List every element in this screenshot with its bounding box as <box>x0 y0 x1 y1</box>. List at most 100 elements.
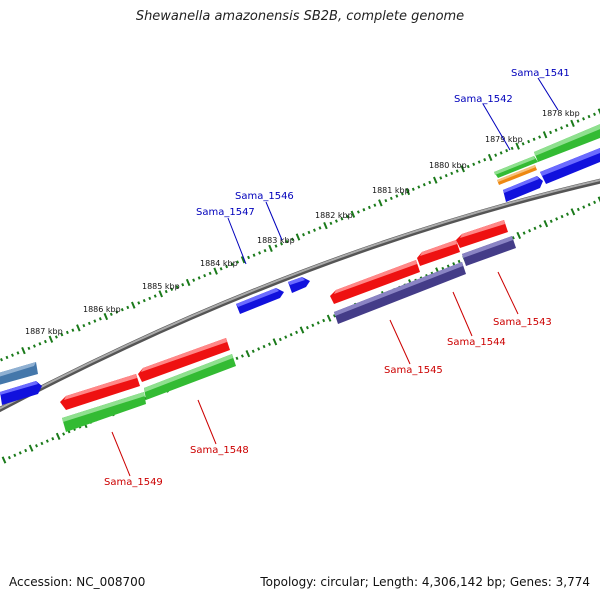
tick-mark <box>131 301 136 309</box>
gene-label-sama-1548[interactable]: Sama_1548 <box>190 445 249 456</box>
tick-mark <box>235 356 239 361</box>
gene-feature[interactable] <box>334 262 466 324</box>
tick-mark <box>299 326 305 334</box>
tick-mark <box>405 187 411 196</box>
tick-mark <box>452 262 456 266</box>
gene-feature[interactable] <box>417 240 460 266</box>
tick-mark <box>505 148 509 153</box>
tick-mark <box>257 347 261 351</box>
gene-feature[interactable] <box>138 338 230 382</box>
tick-mark <box>7 455 11 460</box>
tick-mark <box>483 158 487 162</box>
tick-mark <box>329 221 333 226</box>
tick-mark <box>422 183 426 187</box>
gene-label-sama-1549[interactable]: Sama_1549 <box>104 477 163 488</box>
tick-mark <box>521 142 525 146</box>
tick-mark <box>326 314 332 322</box>
tick-mark <box>322 318 326 323</box>
kbp-label: 1883 kbp <box>257 236 295 245</box>
tick-mark <box>494 153 498 157</box>
gene-label-sama-1546[interactable]: Sama_1546 <box>235 191 294 202</box>
tick-mark <box>62 432 66 436</box>
gene-feature[interactable] <box>144 354 236 400</box>
tick-mark <box>433 176 438 184</box>
tick-mark <box>98 317 102 321</box>
gene-feature[interactable] <box>330 260 420 304</box>
tick-mark <box>570 119 575 127</box>
gene-feature[interactable] <box>503 176 543 202</box>
gene-label-sama-1542[interactable]: Sama_1542 <box>454 94 513 105</box>
tick-mark <box>576 207 580 212</box>
gene-feature[interactable] <box>0 381 42 405</box>
tick-mark <box>487 153 493 162</box>
tick-mark <box>566 212 569 216</box>
kbp-label: 1886 kbp <box>83 305 121 314</box>
tick-mark <box>27 346 31 351</box>
tick-mark <box>362 208 366 212</box>
tick-mark <box>45 439 49 443</box>
gene-label-sama-1545[interactable]: Sama_1545 <box>384 365 443 376</box>
gene-label-sama-1541[interactable]: Sama_1541 <box>511 68 570 79</box>
tick-mark <box>516 231 522 240</box>
tick-mark <box>428 180 432 185</box>
gene-label-sama-1547[interactable]: Sama_1547 <box>196 207 255 218</box>
tick-mark <box>272 338 278 346</box>
kbp-label: 1885 kbp <box>142 282 180 291</box>
kbp-label: 1882 kbp <box>315 211 353 220</box>
gene-feature[interactable] <box>462 236 516 266</box>
tick-mark <box>395 194 399 198</box>
gene-feature[interactable] <box>494 156 538 178</box>
tick-mark <box>311 323 315 327</box>
kbp-label: 1880 kbp <box>429 161 467 170</box>
tick-mark <box>291 237 294 241</box>
gene-feature[interactable] <box>60 374 140 410</box>
tick-mark <box>466 164 470 169</box>
accession-text: Accession: NC_008700 <box>9 575 146 589</box>
tick-mark <box>65 330 69 335</box>
gene-feature[interactable] <box>540 146 600 184</box>
tick-mark <box>560 126 564 130</box>
tick-mark <box>38 342 42 346</box>
gene-feature[interactable] <box>236 288 284 314</box>
tick-mark <box>1 456 7 464</box>
tick-mark <box>18 451 22 455</box>
tick-mark <box>511 236 515 240</box>
tick-mark <box>587 114 591 119</box>
tick-mark <box>289 333 293 337</box>
gene-feature[interactable] <box>534 122 600 162</box>
tick-mark <box>115 310 119 314</box>
tick-mark <box>203 273 207 278</box>
gene-label-sama-1543[interactable]: Sama_1543 <box>493 317 552 328</box>
tick-mark <box>587 203 591 207</box>
tick-mark <box>446 264 450 268</box>
tick-mark <box>350 210 356 218</box>
tick-mark <box>21 347 26 355</box>
gene-feature[interactable] <box>288 277 310 293</box>
gene-feature[interactable] <box>0 362 38 386</box>
tick-mark <box>28 444 34 452</box>
tick-mark <box>60 333 64 337</box>
tick-mark <box>48 335 54 343</box>
reverse-strand-genes <box>60 220 516 432</box>
tick-mark <box>247 255 251 260</box>
tick-mark <box>554 128 558 132</box>
gene-label-sama-1544[interactable]: Sama_1544 <box>447 337 506 348</box>
tick-mark <box>274 244 278 248</box>
tick-mark <box>5 355 9 360</box>
tick-mark <box>340 217 344 221</box>
gene-feature[interactable] <box>62 392 146 432</box>
tick-mark <box>71 328 75 332</box>
tick-mark <box>137 301 141 305</box>
tick-mark <box>93 319 97 323</box>
tick-mark <box>538 135 542 139</box>
map-title: Shewanella amazonensis SB2B, complete ge… <box>135 9 465 24</box>
tick-mark <box>219 267 223 271</box>
tick-mark <box>258 251 262 255</box>
tick-mark <box>284 335 288 339</box>
gene-feature[interactable] <box>497 165 537 185</box>
tick-mark <box>515 142 520 150</box>
gene-feature[interactable] <box>456 220 508 248</box>
tick-mark <box>175 285 179 289</box>
tick-mark <box>181 283 185 287</box>
tick-mark <box>384 198 388 203</box>
